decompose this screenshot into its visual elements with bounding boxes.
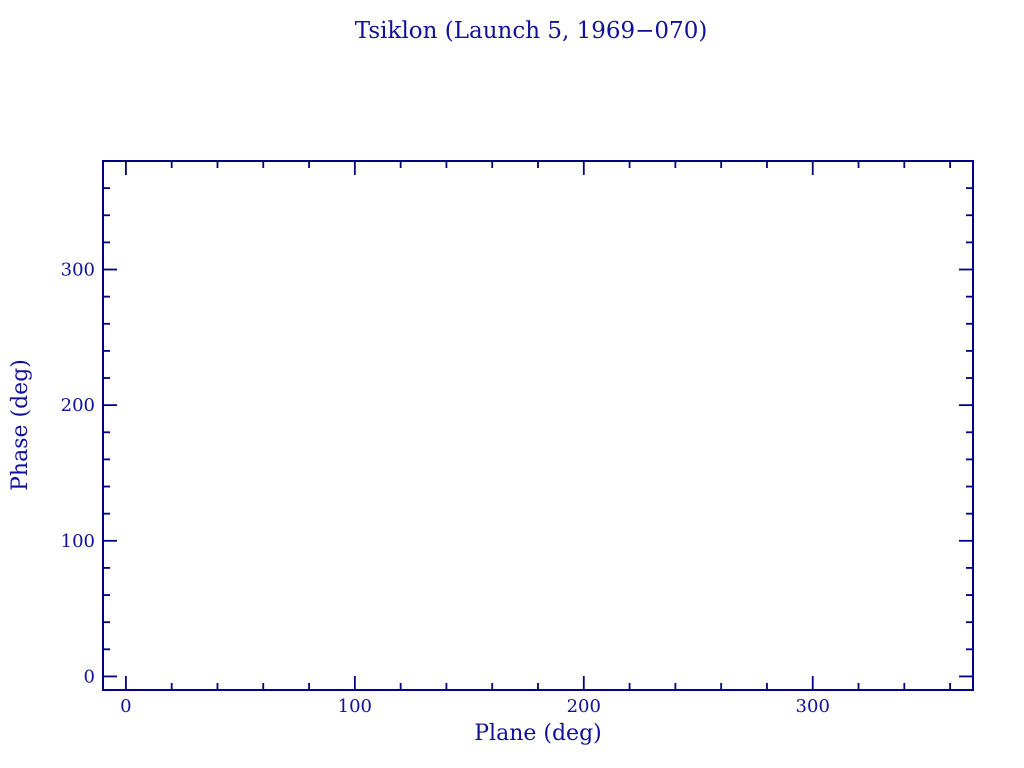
x-tick-label: 300: [796, 696, 830, 717]
x-tick-label: 0: [120, 696, 131, 717]
y-tick-label: 200: [61, 395, 95, 416]
y-axis-label: Phase (deg): [8, 359, 33, 491]
x-axis-label: Plane (deg): [474, 721, 602, 746]
x-tick-label: 200: [567, 696, 601, 717]
y-tick-label: 300: [61, 260, 95, 281]
y-tick-label: 0: [84, 666, 95, 687]
x-tick-label: 100: [338, 696, 372, 717]
chart-title: Tsiklon (Launch 5, 1969−070): [355, 18, 708, 44]
y-tick-label: 100: [61, 531, 95, 552]
axis-ticks: [103, 161, 973, 690]
plot-frame: [102, 160, 974, 691]
axis-tick-labels: 0 100 200 300 0 100 200 300: [61, 260, 830, 717]
